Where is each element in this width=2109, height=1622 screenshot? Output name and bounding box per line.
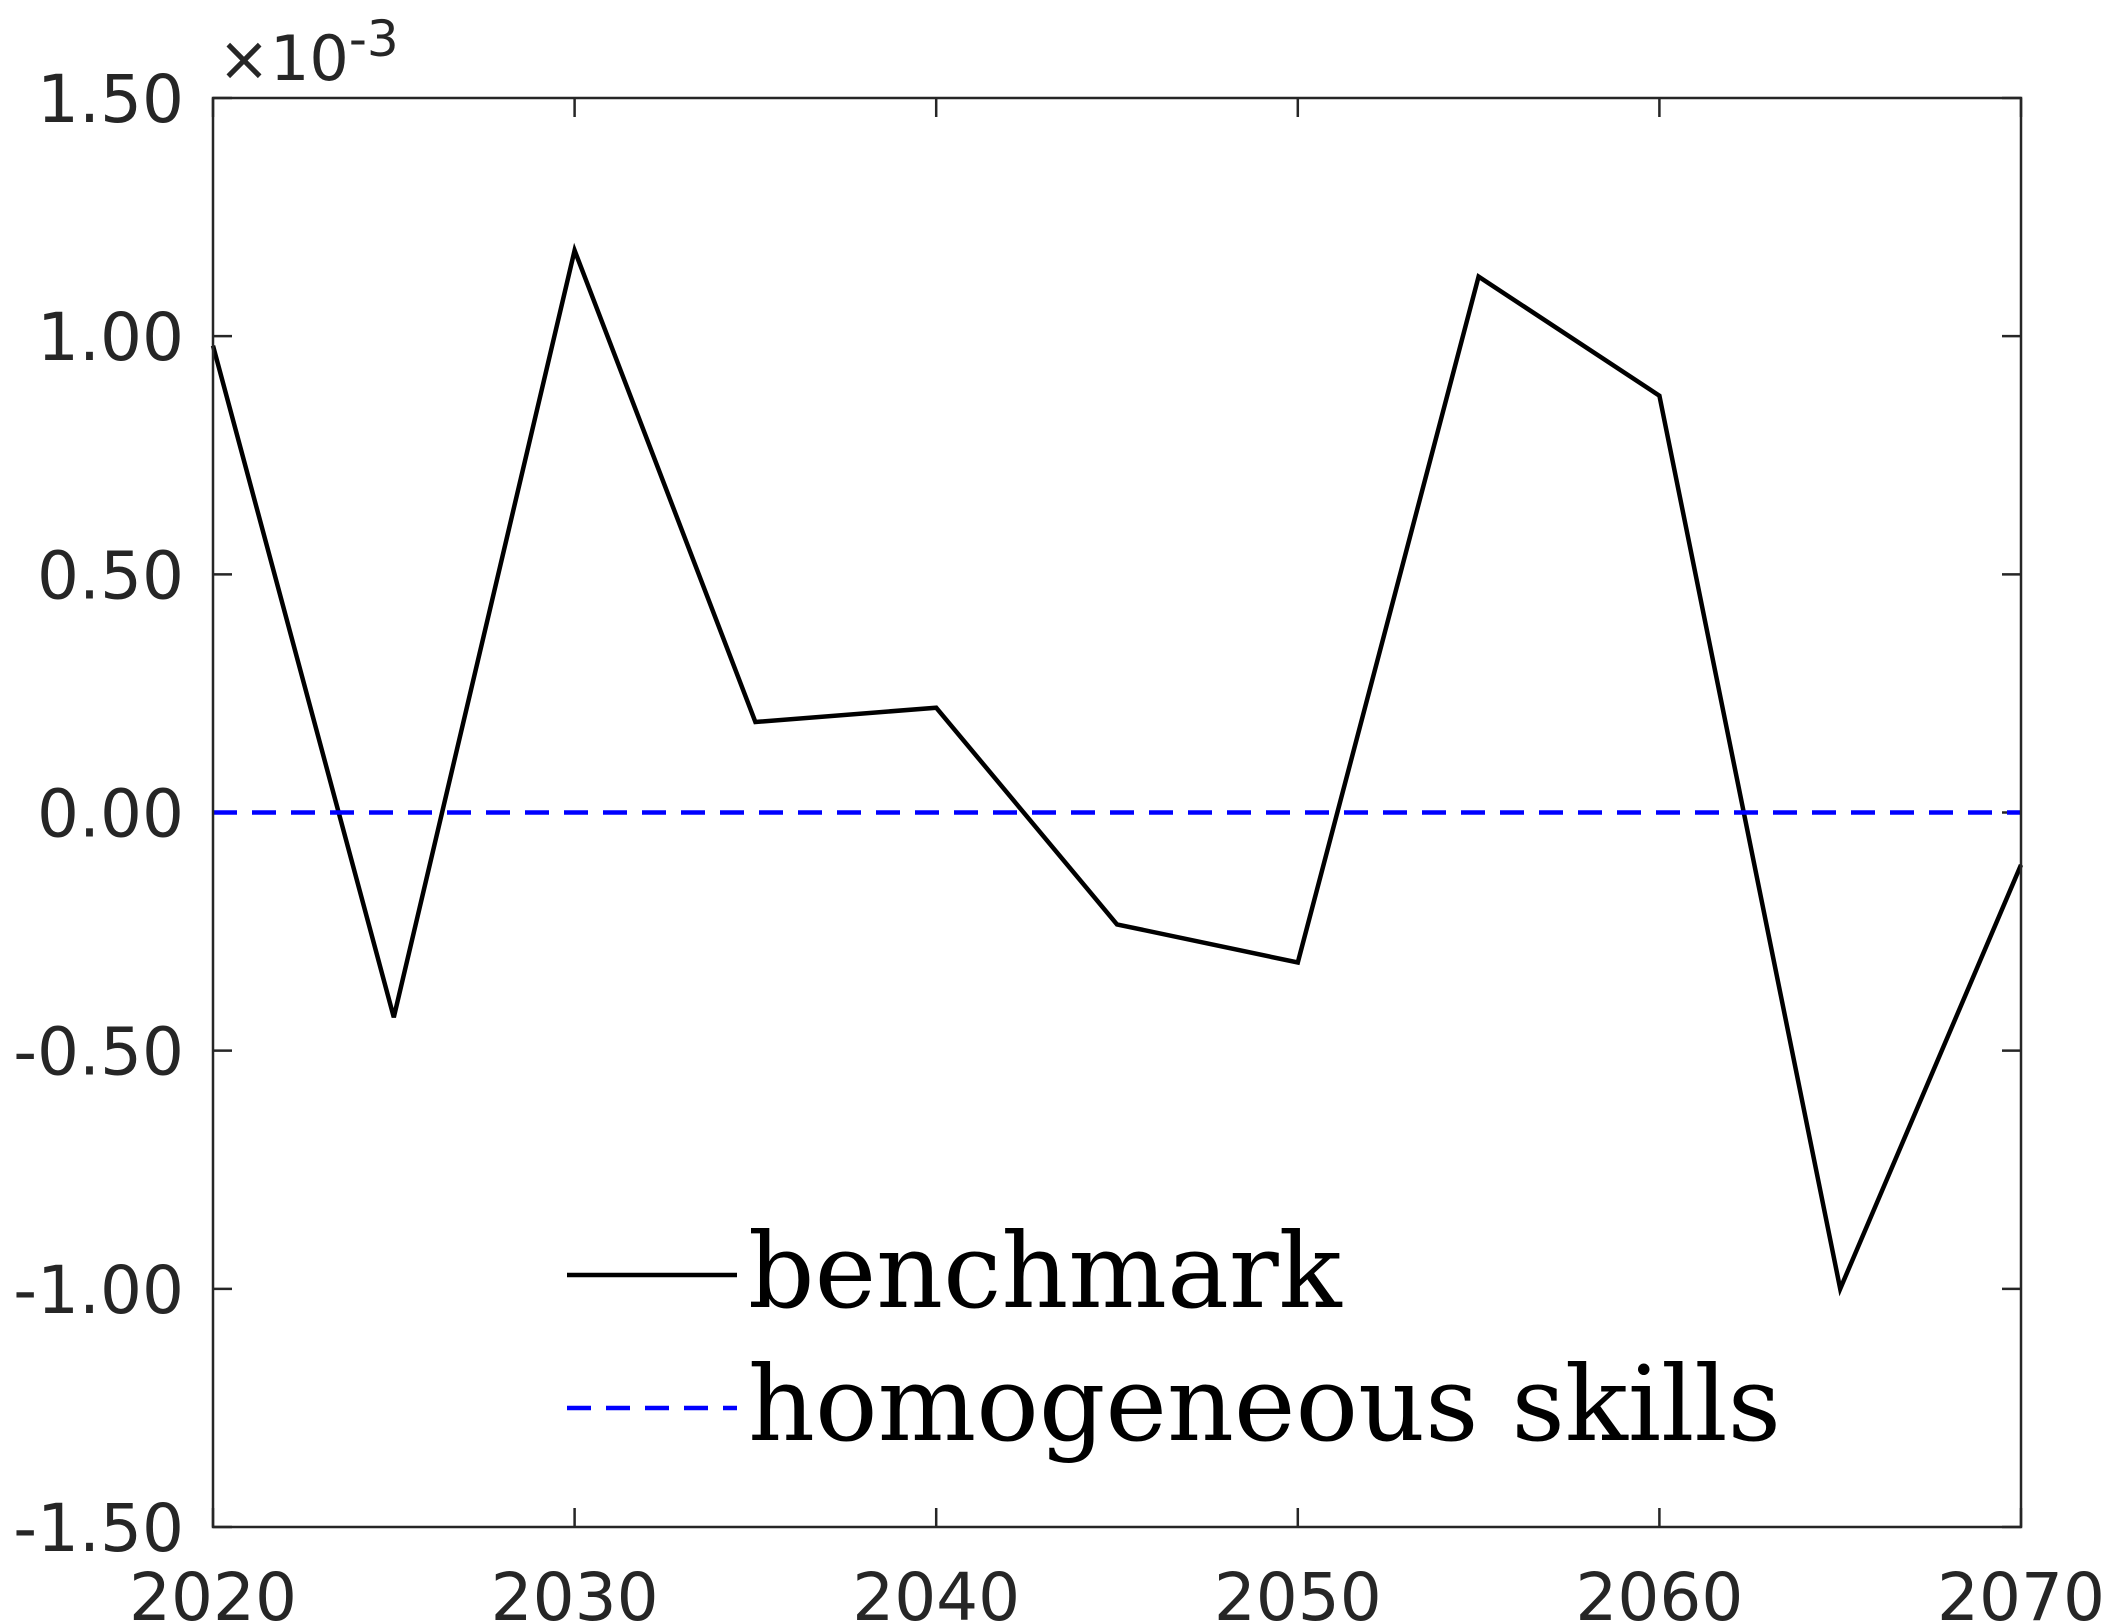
x-tick-label: 2040 [852, 1559, 1020, 1622]
legend-label: homogeneous skills [748, 1343, 1781, 1465]
y-tick-label: -0.50 [13, 1014, 184, 1091]
series-line-benchmark [210, 242, 2024, 1297]
y-axis-ticks: -1.50 -1.00 -0.50 0.00 0.50 1.00 1.50 [13, 61, 2021, 1567]
plot-frame [211, 96, 2023, 1529]
y-tick-label: 0.00 [37, 776, 184, 853]
y-tick-label: 1.50 [37, 61, 184, 138]
y-tick-label: 1.00 [37, 299, 184, 376]
y-tick-label: -1.00 [13, 1252, 184, 1329]
x-tick-label: 2030 [491, 1559, 659, 1622]
x-tick-label: 2050 [1214, 1559, 1382, 1622]
legend-label: benchmark [748, 1210, 1343, 1332]
y-axis-exponent: ×10-3 [218, 10, 399, 95]
series-layer [210, 242, 2024, 1297]
y-exponent-power: -3 [349, 10, 399, 68]
x-tick-label: 2070 [1937, 1559, 2105, 1622]
x-tick-label: 2060 [1575, 1559, 1743, 1622]
y-tick-label: -1.50 [13, 1490, 184, 1567]
x-tick-label: 2020 [129, 1559, 297, 1622]
y-tick-label: 0.50 [37, 537, 184, 614]
y-exponent-base: ×10 [218, 22, 349, 95]
x-axis-ticks: 2020 2030 2040 2050 2060 2070 [129, 98, 2105, 1622]
